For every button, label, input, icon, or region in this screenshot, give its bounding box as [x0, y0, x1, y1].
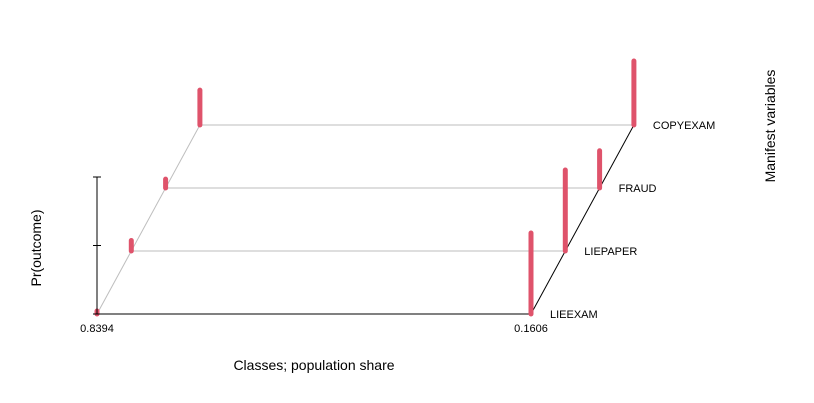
right-depth-edge [530, 124, 635, 315]
variable-label-copyexam: COPYEXAM [653, 120, 715, 132]
class-label-0: 0.8394 [80, 323, 114, 335]
class-label-1: 0.1606 [514, 323, 548, 335]
x-axis-title: Classes; population share [233, 357, 394, 373]
y-axis-title: Pr(outcome) [28, 209, 44, 286]
left-depth-edge [96, 124, 201, 315]
bar-group [94, 58, 637, 317]
z-axis-title: Manifest variables [762, 70, 778, 183]
plot-floor [96, 124, 635, 315]
variable-label-fraud: FRAUD [619, 183, 657, 195]
variable-label-liepaper: LIEPAPER [584, 246, 637, 258]
y-axis [93, 176, 101, 315]
variable-label-lieexam: LIEEXAM [550, 309, 598, 321]
